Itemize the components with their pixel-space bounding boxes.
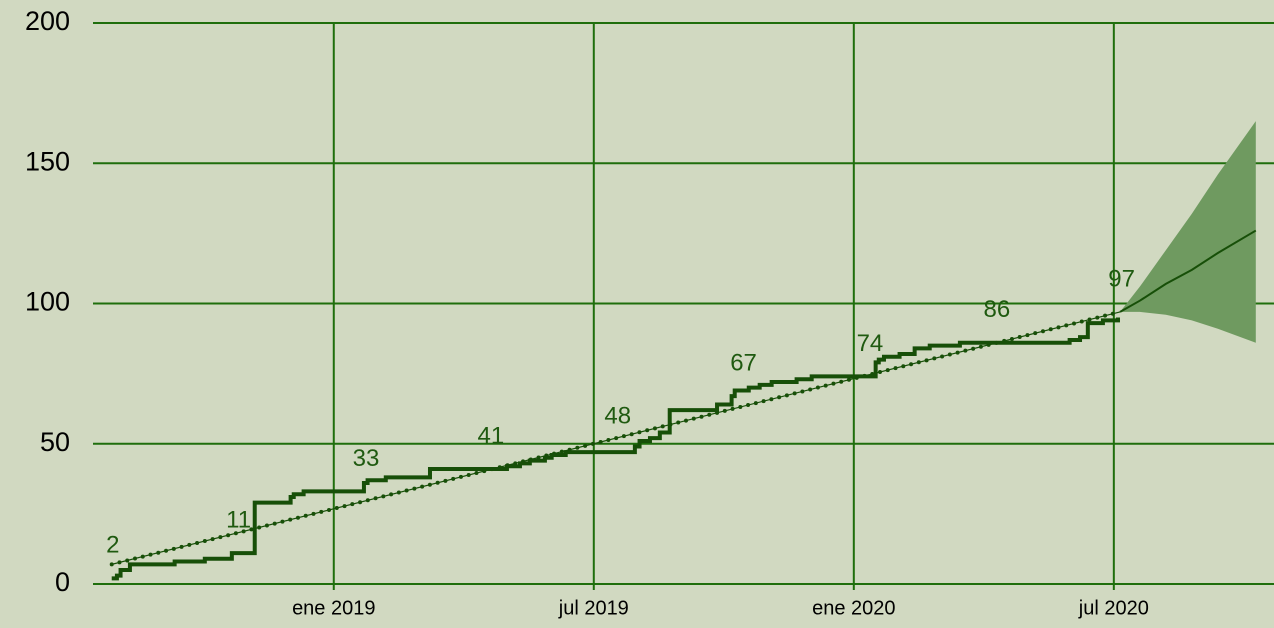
data-label: 67 bbox=[730, 349, 757, 376]
data-label: 2 bbox=[106, 532, 119, 559]
x-tick-label: jul 2020 bbox=[1078, 597, 1149, 619]
y-tick-label: 0 bbox=[55, 567, 70, 597]
y-tick-label: 100 bbox=[25, 287, 70, 317]
x-tick-label: ene 2020 bbox=[812, 597, 895, 619]
forecast-line bbox=[1119, 229, 1257, 313]
forecast-band bbox=[1120, 121, 1256, 343]
y-tick-label: 200 bbox=[25, 6, 70, 36]
x-tick-label: ene 2019 bbox=[292, 597, 375, 619]
trend-dots bbox=[109, 309, 1123, 567]
data-label: 48 bbox=[604, 403, 631, 430]
data-label: 33 bbox=[353, 445, 380, 472]
step-line bbox=[111, 317, 1120, 581]
data-label: 41 bbox=[477, 422, 504, 449]
y-tick-label: 50 bbox=[40, 427, 70, 457]
data-label: 11 bbox=[226, 506, 251, 533]
x-tick-label: jul 2019 bbox=[558, 597, 629, 619]
data-label: 86 bbox=[983, 296, 1010, 323]
y-tick-label: 150 bbox=[25, 146, 70, 176]
data-label: 74 bbox=[857, 330, 884, 357]
data-label: 97 bbox=[1108, 265, 1135, 292]
